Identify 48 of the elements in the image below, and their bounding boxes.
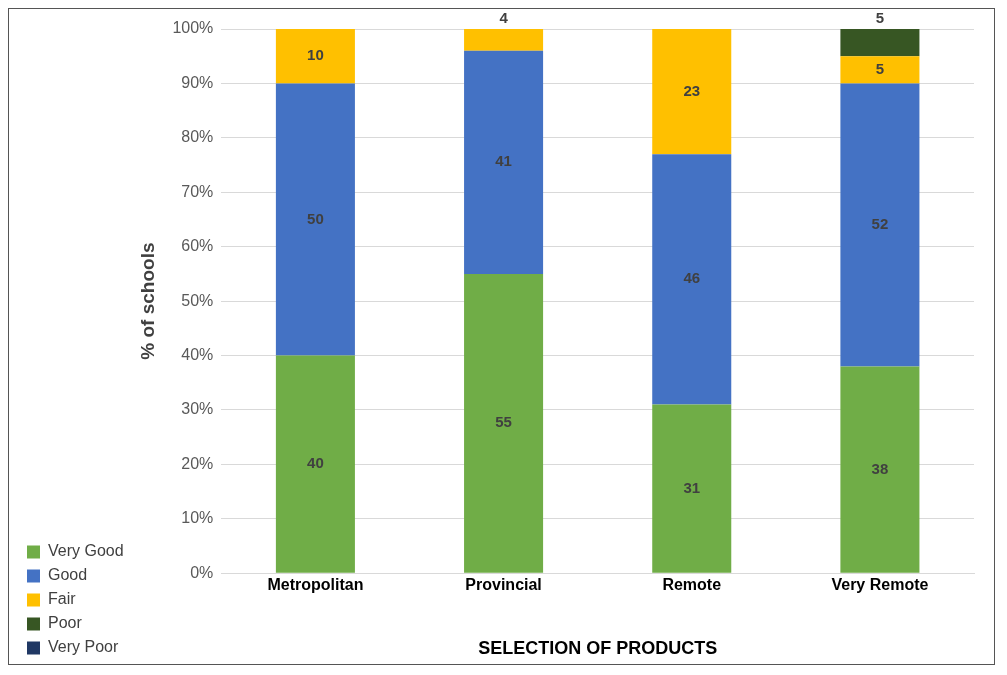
x-tick-label: Provincial xyxy=(465,576,542,594)
legend-label: Poor xyxy=(48,614,83,632)
bar xyxy=(652,404,732,573)
y-tick-label: 70% xyxy=(181,182,214,200)
bar xyxy=(464,273,544,573)
bar xyxy=(275,83,355,356)
y-tick-label: 90% xyxy=(181,73,214,91)
bar xyxy=(840,56,920,84)
y-tick-label: 20% xyxy=(181,454,214,472)
data-label: 52 xyxy=(871,215,889,233)
data-label: 38 xyxy=(871,459,889,477)
y-axis-title: % of schools xyxy=(137,242,159,360)
data-label: 4 xyxy=(499,9,509,27)
data-label: 5 xyxy=(875,9,885,27)
data-label: 50 xyxy=(307,209,324,227)
data-label: 23 xyxy=(683,81,701,99)
y-tick-label: 60% xyxy=(181,237,214,255)
bar xyxy=(464,50,544,274)
bar xyxy=(652,154,732,405)
data-label: 31 xyxy=(683,478,701,496)
x-tick-label: Remote xyxy=(662,576,722,594)
bar xyxy=(275,355,355,573)
x-tick-label: Metropolitan xyxy=(267,576,364,594)
y-tick-label: 50% xyxy=(181,291,214,309)
y-tick-label: 0% xyxy=(190,563,214,581)
legend-label: Fair xyxy=(48,590,77,608)
bar xyxy=(840,29,920,57)
data-label: 55 xyxy=(495,413,512,431)
y-tick-label: 80% xyxy=(181,128,214,146)
x-tick-label: Very Remote xyxy=(831,576,929,594)
bar xyxy=(840,366,920,573)
data-label: 40 xyxy=(307,454,324,472)
x-axis-title: SELECTION OF PRODUCTS xyxy=(478,638,718,659)
legend-label: Very Poor xyxy=(48,638,119,656)
bar xyxy=(275,29,355,84)
legend-label: Good xyxy=(48,566,88,584)
y-tick-label: 10% xyxy=(181,509,214,527)
y-tick-label: 100% xyxy=(172,19,214,37)
bar xyxy=(840,83,920,367)
data-label: 10 xyxy=(307,46,324,64)
data-label: 46 xyxy=(683,269,701,287)
bar xyxy=(652,29,732,155)
y-tick-label: 30% xyxy=(181,400,214,418)
data-label: 5 xyxy=(875,59,885,77)
data-label: 41 xyxy=(495,152,512,170)
legend-label: Very Good xyxy=(48,542,124,560)
bar xyxy=(464,29,544,51)
y-tick-label: 40% xyxy=(181,345,214,363)
